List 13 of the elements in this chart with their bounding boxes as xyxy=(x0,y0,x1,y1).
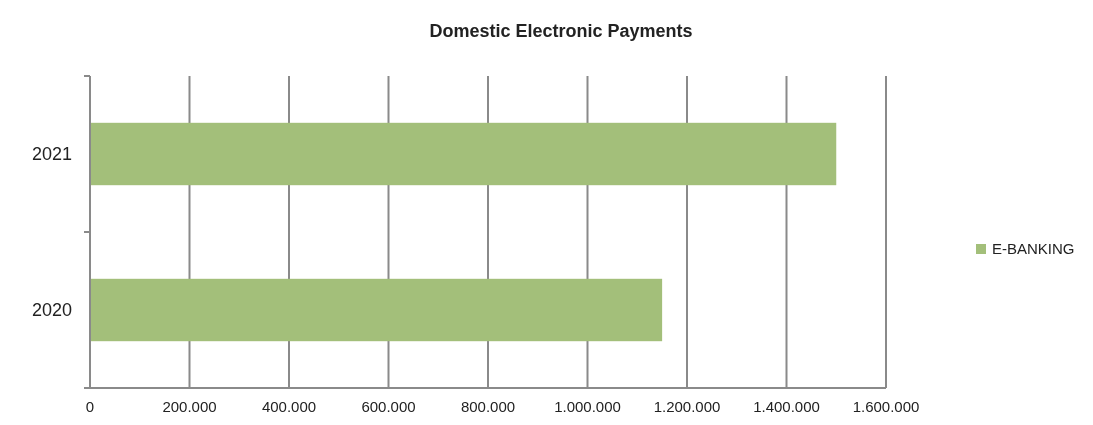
x-tick-label: 800.000 xyxy=(460,398,516,415)
chart-title: Domestic Electronic Payments xyxy=(429,21,693,41)
x-tick-label: 1.400.000 xyxy=(753,398,820,415)
y-tick-label: 2020 xyxy=(31,300,72,320)
x-tick-label: 1.600.000 xyxy=(852,398,920,415)
x-tick-label: 600.000 xyxy=(361,398,416,415)
x-tick-label: 1.000.000 xyxy=(554,398,621,415)
x-tick-label: 0 xyxy=(85,398,95,415)
x-tick-label: 400.000 xyxy=(261,398,317,415)
x-tick-label: 200.000 xyxy=(162,398,217,415)
y-tick-label: 2021 xyxy=(31,144,72,164)
legend-label: E-BANKING xyxy=(992,240,1075,257)
x-tick-label: 1.200.000 xyxy=(653,398,721,415)
